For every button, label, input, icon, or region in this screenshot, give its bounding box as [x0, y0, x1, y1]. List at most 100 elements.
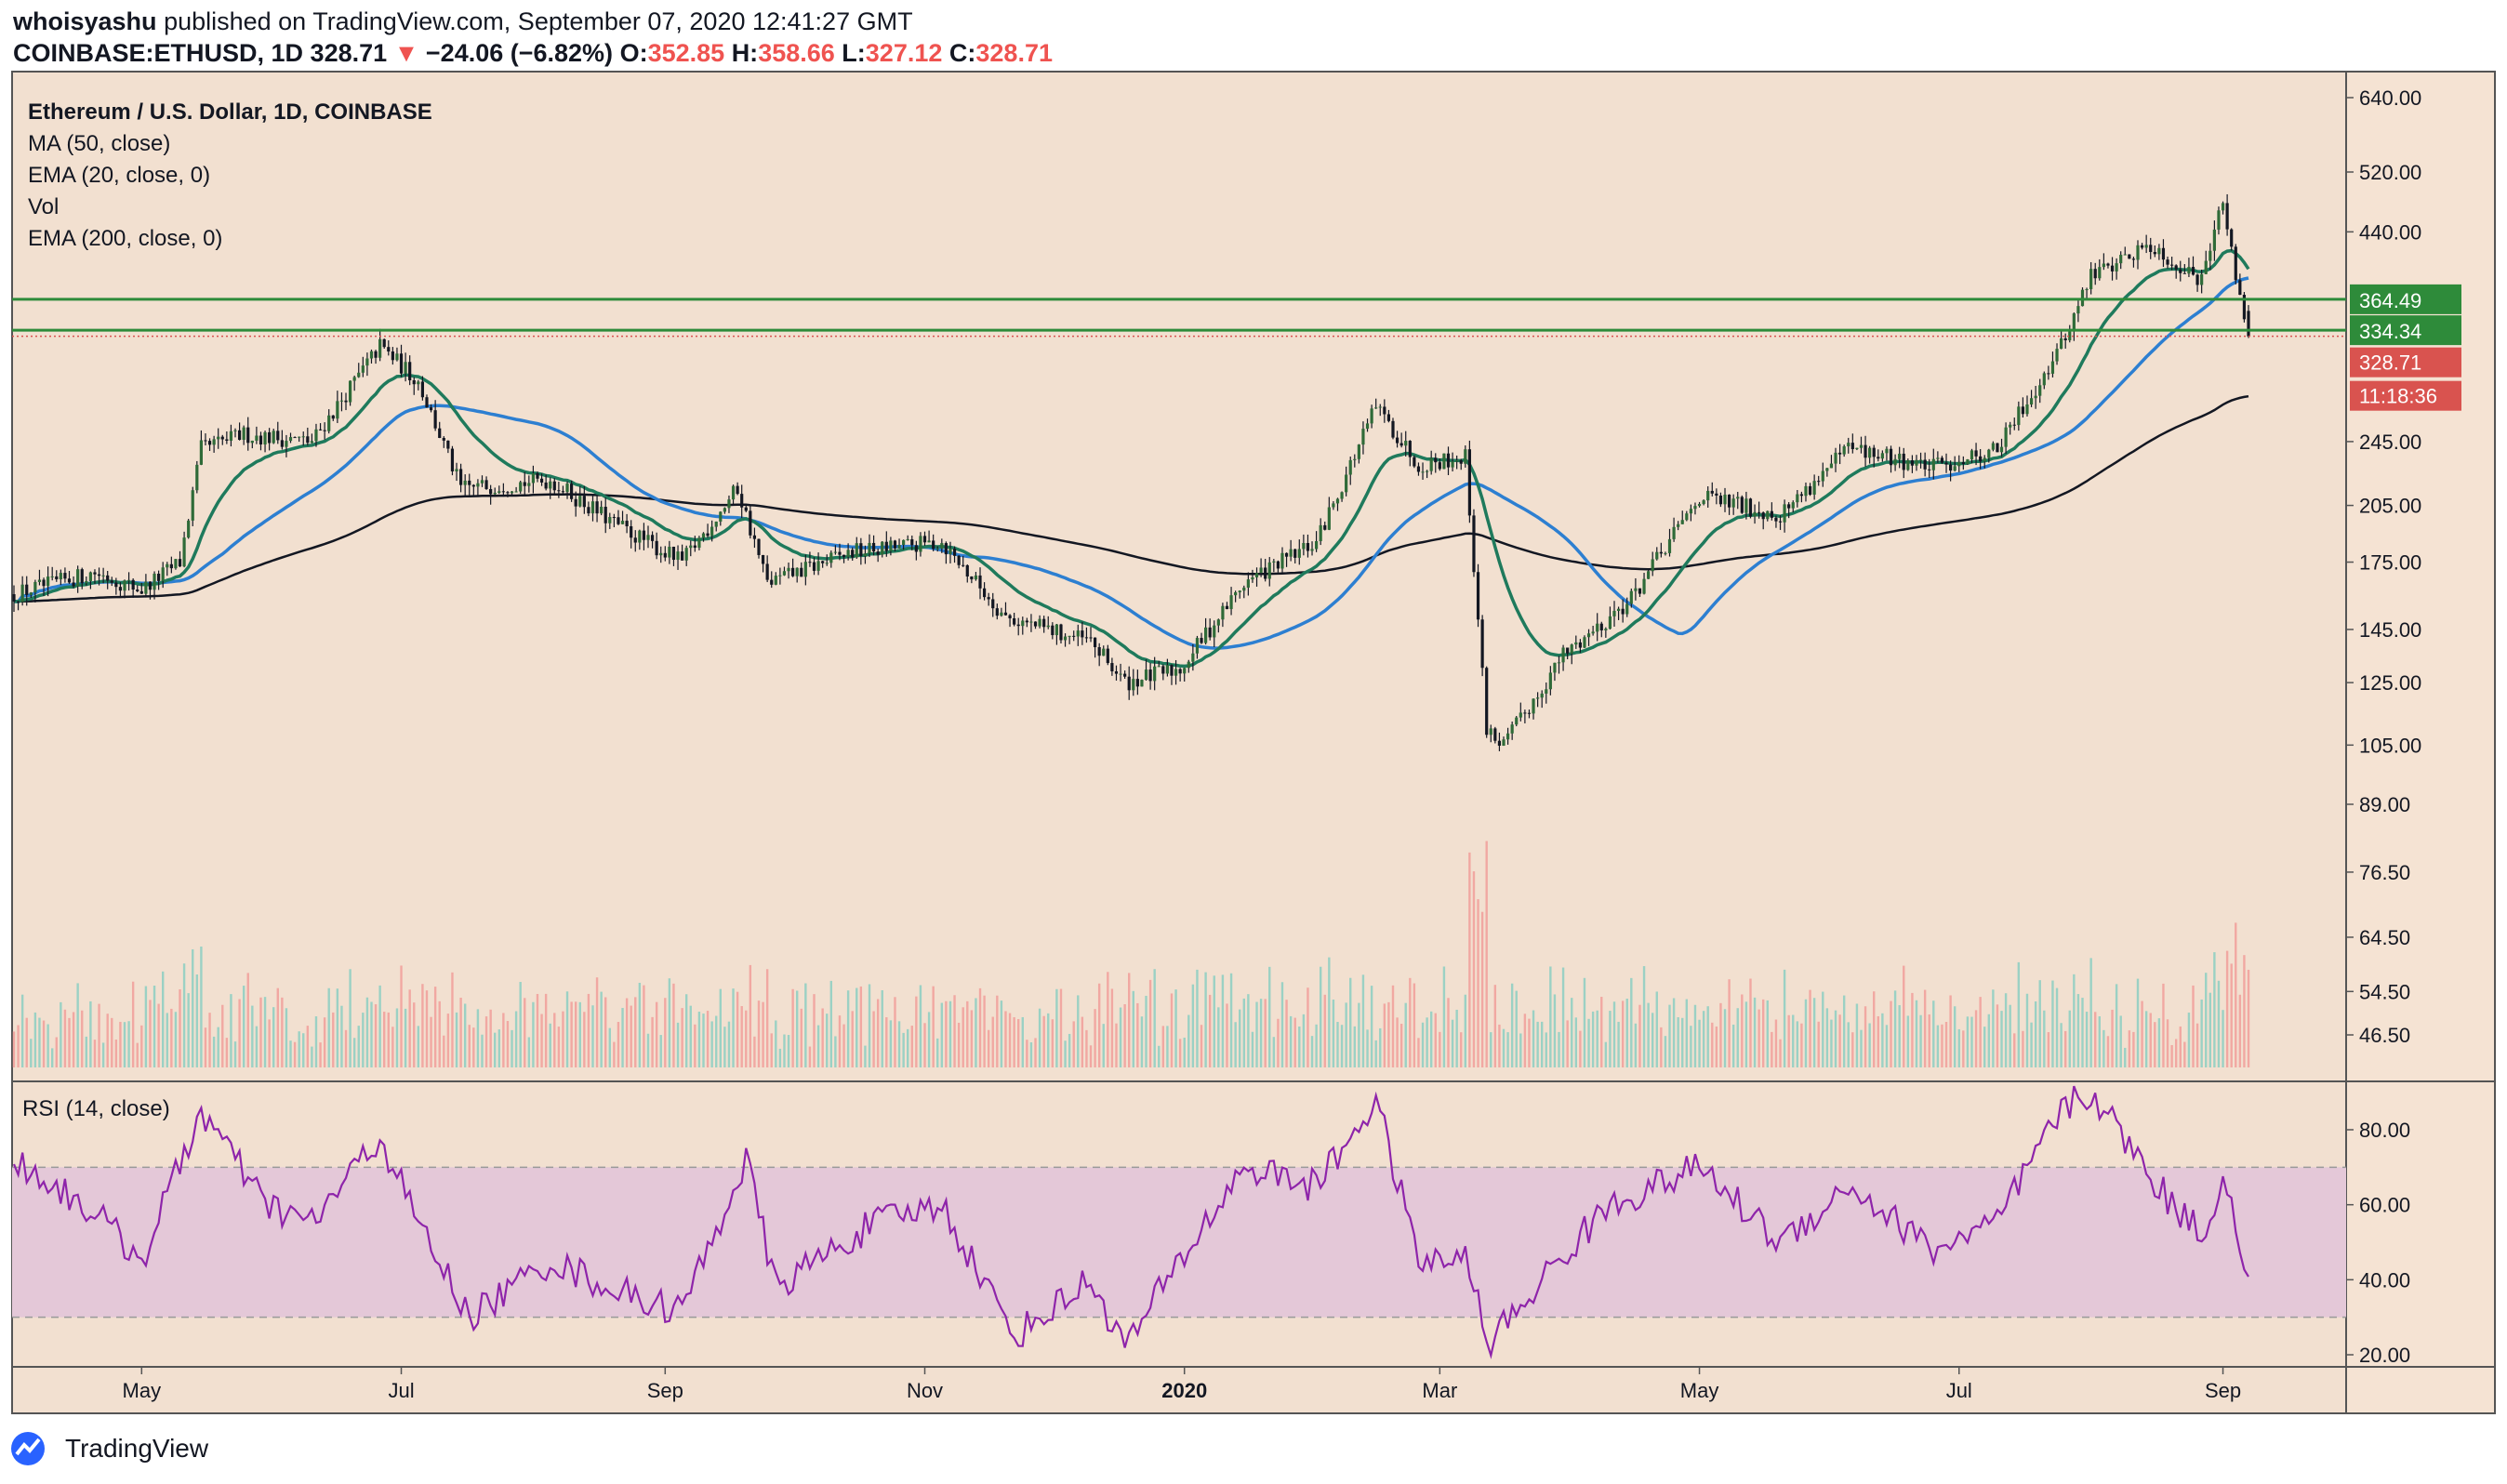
volume-bar — [1681, 1017, 1684, 1067]
volume-bar — [352, 1038, 356, 1067]
volume-bar — [114, 1040, 118, 1067]
volume-bar — [936, 1038, 939, 1067]
volume-bar — [859, 986, 863, 1067]
candle-body — [391, 351, 394, 361]
volume-bar — [98, 1003, 100, 1067]
candle-body — [2204, 260, 2208, 274]
volume-bar — [1340, 1025, 1344, 1067]
candle-body — [646, 535, 650, 540]
volume-bar — [89, 1000, 92, 1067]
low-label: L: — [842, 39, 866, 67]
volume-bar — [753, 1036, 756, 1067]
author-name[interactable]: whoisyashu — [13, 7, 157, 35]
volume-bar — [174, 1012, 178, 1067]
candle-body — [1399, 443, 1403, 446]
volume-bar — [1979, 997, 1982, 1067]
volume-bar — [1089, 1045, 1093, 1067]
candle-body — [1319, 524, 1322, 541]
high-label: H: — [731, 39, 759, 67]
volume-bar — [2235, 922, 2237, 1067]
volume-bar — [1996, 1004, 1999, 1067]
candle-body — [1008, 615, 1012, 619]
candle-body — [1472, 515, 1476, 573]
time-tick-label: Jul — [1946, 1379, 1972, 1402]
candle-body — [1021, 620, 1025, 627]
volume-bar — [1097, 983, 1101, 1067]
candle-body — [489, 488, 493, 495]
candle-body — [1068, 635, 1071, 637]
volume-bar — [298, 1031, 300, 1067]
candle-body — [1302, 543, 1306, 550]
volume-bar — [1834, 1010, 1837, 1067]
volume-bar — [1974, 1010, 1978, 1067]
candle-body — [126, 579, 131, 581]
volume-bar — [1213, 975, 1215, 1067]
volume-bar — [1247, 994, 1250, 1067]
candle-body — [1029, 621, 1033, 623]
candle-body — [974, 575, 978, 580]
volume-bar — [131, 981, 135, 1067]
candle-body — [217, 436, 220, 440]
candle-body — [1161, 666, 1165, 674]
volume-bar — [1983, 1027, 1986, 1067]
candle-body — [531, 472, 536, 484]
volume-bar — [1081, 1016, 1084, 1067]
candle-body — [612, 517, 616, 519]
volume-bar — [2166, 1019, 2169, 1067]
candle-body — [1731, 498, 1735, 508]
volume-bar — [2124, 1047, 2127, 1067]
candle-body — [1944, 462, 1948, 465]
volume-bar — [1379, 1027, 1382, 1067]
candle-body — [1808, 485, 1812, 495]
open-value: 352.85 — [647, 39, 725, 67]
volume-bar — [1158, 1045, 1161, 1067]
candle-body — [1434, 457, 1438, 463]
candle-body — [736, 485, 739, 495]
candle-body — [812, 562, 816, 571]
volume-bar — [856, 987, 858, 1067]
price-tick-label: 175.00 — [2359, 551, 2421, 575]
candle-body — [2212, 229, 2216, 251]
candle-body — [1774, 517, 1778, 522]
volume-bar — [1953, 1006, 1957, 1067]
volume-bar — [1553, 994, 1557, 1067]
volume-bar — [1110, 988, 1114, 1067]
volume-bar — [1439, 1031, 1441, 1067]
candle-body — [1906, 460, 1910, 470]
volume-bar — [842, 1024, 845, 1067]
candle-body — [1033, 621, 1038, 627]
candle-body — [352, 377, 356, 381]
volume-bar — [540, 1014, 543, 1067]
candle-body — [1097, 647, 1101, 656]
volume-bar — [2243, 955, 2246, 1067]
tradingview-footer[interactable]: TradingView — [9, 1430, 208, 1467]
candle-body — [1689, 509, 1692, 514]
candle-body — [1191, 653, 1195, 662]
candle-body — [970, 576, 974, 580]
volume-bar — [2225, 950, 2229, 1067]
volume-bar — [2013, 1033, 2016, 1067]
candle-body — [1783, 504, 1786, 523]
volume-bar — [2038, 980, 2041, 1067]
candle-body — [2076, 306, 2080, 314]
volume-bar — [940, 1002, 944, 1067]
volume-bar — [1460, 1032, 1463, 1067]
candle-body — [1553, 662, 1557, 673]
volume-bar — [1987, 1014, 1990, 1067]
candle-body — [1766, 510, 1770, 520]
candle-body — [1936, 457, 1940, 459]
volume-bar — [1672, 998, 1676, 1067]
price-tick-label: 125.00 — [2359, 671, 2421, 695]
candle-body — [829, 552, 833, 563]
volume-bar — [1268, 966, 1271, 1067]
candle-body — [1153, 666, 1157, 682]
volume-bar — [1289, 1015, 1293, 1067]
volume-bar — [1170, 993, 1174, 1067]
candle-body — [744, 507, 748, 511]
candle-body — [25, 584, 29, 595]
candle-body — [1608, 616, 1612, 629]
legend-title: Ethereum / U.S. Dollar, 1D, COINBASE — [28, 99, 432, 125]
rsi-tick-label: 40.00 — [2359, 1268, 2410, 1292]
candle-body — [557, 490, 561, 492]
